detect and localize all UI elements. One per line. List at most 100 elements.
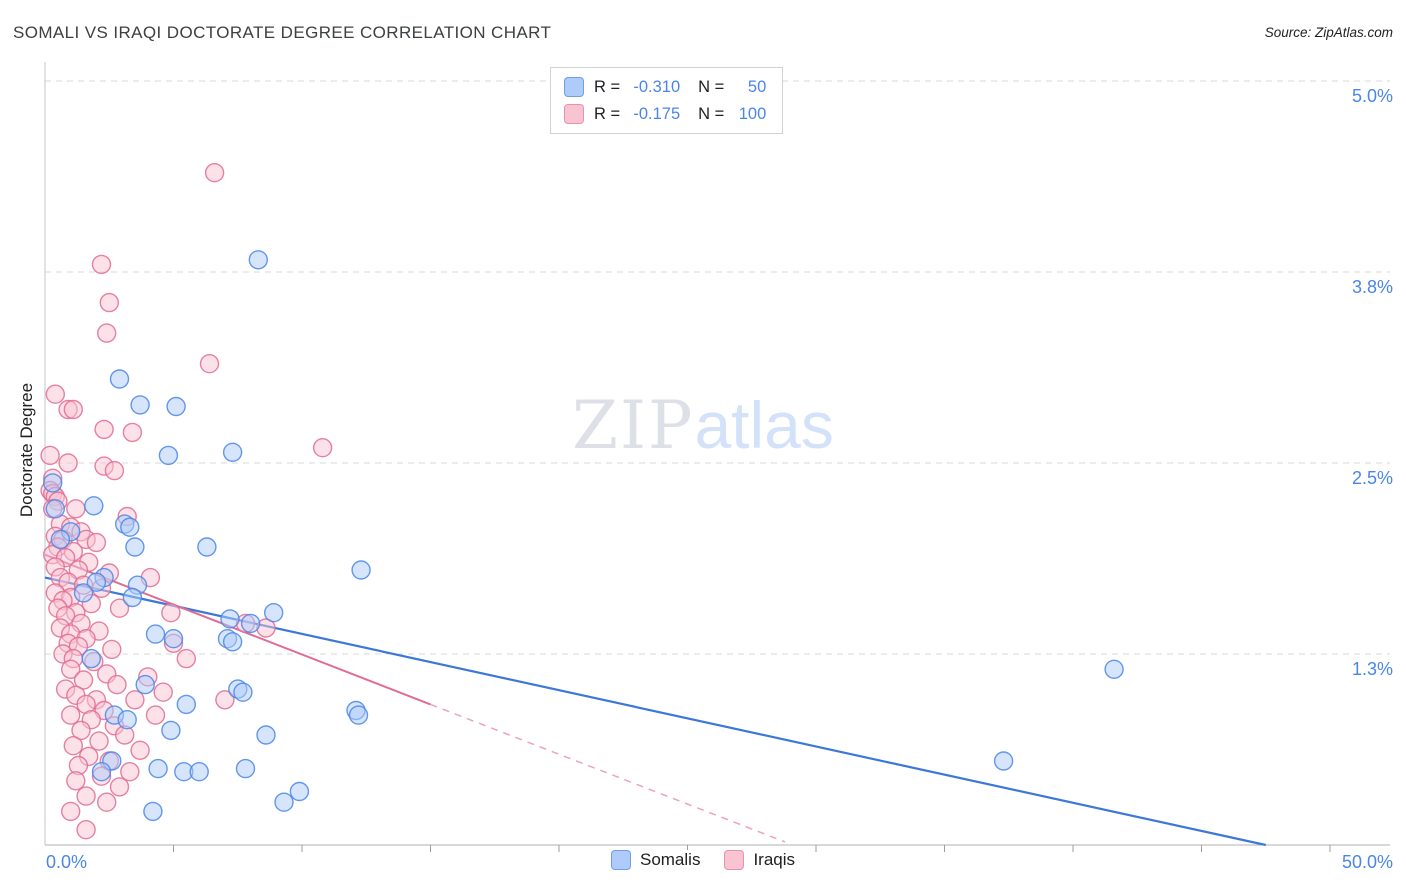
r-value-iraqis: -0.175	[633, 104, 681, 123]
data-point-iraqis	[96, 323, 117, 343]
data-point-iraqis	[60, 705, 81, 725]
data-point-somalis	[264, 603, 284, 623]
data-point-somalis	[148, 758, 168, 779]
n-value-somalis: 50	[747, 77, 767, 96]
data-point-somalis	[145, 624, 166, 644]
data-point-iraqis	[120, 762, 140, 782]
trend-line-iraqis	[430, 703, 786, 843]
data-point-iraqis	[45, 384, 65, 404]
data-point-iraqis	[40, 445, 60, 466]
page-title: SOMALI VS IRAQI DOCTORATE DEGREE CORRELA…	[13, 23, 552, 42]
x-axis-max-label: 50.0%	[1341, 852, 1393, 872]
data-point-somalis	[163, 629, 184, 649]
somalis-swatch-icon	[564, 77, 584, 97]
data-point-iraqis	[109, 777, 130, 797]
data-point-iraqis	[66, 499, 86, 519]
n-label: N =	[698, 104, 725, 123]
data-point-somalis	[351, 560, 371, 580]
data-point-somalis	[240, 613, 261, 634]
data-point-somalis	[125, 537, 145, 557]
data-point-somalis	[176, 694, 197, 715]
data-point-iraqis	[60, 659, 81, 679]
data-point-somalis	[222, 632, 243, 652]
data-point-iraqis	[76, 786, 96, 806]
data-point-iraqis	[176, 648, 197, 669]
data-point-iraqis	[89, 731, 109, 751]
series-legend-somalis-label: Somalis	[639, 850, 701, 869]
y-tick-label: 1.3%	[1352, 659, 1393, 679]
source-link[interactable]: Source: ZipAtlas.com	[1264, 25, 1393, 40]
data-point-iraqis	[199, 354, 220, 374]
data-point-somalis	[233, 682, 253, 702]
data-point-iraqis	[76, 820, 96, 840]
data-point-somalis	[50, 529, 71, 550]
data-point-iraqis	[153, 682, 173, 702]
data-point-iraqis	[130, 740, 150, 760]
data-point-iraqis	[107, 674, 127, 695]
data-point-iraqis	[60, 801, 81, 822]
series-legend: Somalis Iraqis	[604, 850, 802, 870]
data-point-iraqis	[73, 670, 94, 690]
data-point-iraqis	[94, 419, 114, 440]
data-point-iraqis	[204, 162, 225, 183]
data-point-somalis	[158, 445, 179, 466]
data-point-somalis	[81, 648, 102, 669]
data-point-somalis	[248, 250, 268, 270]
data-point-iraqis	[215, 690, 235, 710]
data-point-iraqis	[109, 598, 130, 618]
legend-row-iraqis: R = -0.175 N = 100	[564, 104, 766, 124]
data-point-somalis	[120, 517, 140, 537]
y-tick-label: 3.8%	[1352, 277, 1393, 297]
r-label: R =	[594, 104, 621, 123]
data-point-somalis	[289, 781, 310, 802]
r-value-somalis: -0.310	[633, 77, 681, 96]
data-point-somalis	[1104, 659, 1124, 679]
series-legend-iraqis: Iraqis	[724, 850, 795, 870]
n-value-iraqis: 100	[738, 104, 767, 123]
data-point-somalis	[222, 442, 243, 462]
data-point-iraqis	[161, 603, 181, 623]
data-point-somalis	[130, 395, 150, 415]
r-label: R =	[594, 77, 621, 96]
data-point-somalis	[45, 499, 65, 519]
data-point-somalis	[73, 583, 94, 603]
iraqis-swatch-icon	[724, 850, 745, 870]
data-point-somalis	[235, 758, 256, 779]
data-point-somalis	[122, 587, 143, 608]
correlation-legend: R = -0.310 N = 50 R = -0.175 N = 100	[550, 67, 784, 134]
data-point-somalis	[135, 674, 155, 695]
data-point-somalis	[109, 369, 130, 389]
data-point-somalis	[348, 705, 369, 725]
n-label: N =	[698, 77, 725, 96]
data-point-somalis	[91, 762, 112, 782]
series-legend-somalis: Somalis	[610, 850, 701, 870]
data-point-iraqis	[122, 422, 143, 443]
data-point-somalis	[84, 496, 104, 516]
data-point-iraqis	[63, 736, 84, 756]
data-point-iraqis	[91, 254, 112, 275]
data-point-iraqis	[102, 639, 122, 660]
y-tick-label: 2.5%	[1352, 468, 1393, 488]
data-point-iraqis	[86, 532, 107, 553]
series-legend-iraqis-label: Iraqis	[753, 850, 796, 869]
data-point-iraqis	[63, 399, 84, 420]
data-point-somalis	[256, 725, 276, 745]
data-point-somalis	[220, 609, 240, 629]
x-axis-min-label: 0.0%	[46, 852, 88, 872]
data-point-somalis	[274, 792, 294, 812]
data-point-iraqis	[66, 771, 86, 791]
data-point-iraqis	[58, 453, 78, 473]
data-point-somalis	[143, 801, 163, 822]
data-point-somalis	[117, 710, 137, 730]
data-point-iraqis	[96, 792, 117, 812]
data-point-iraqis	[104, 460, 125, 481]
y-tick-label: 5.0%	[1352, 86, 1393, 106]
data-point-somalis	[86, 572, 107, 592]
data-point-somalis	[166, 396, 186, 417]
data-point-somalis	[43, 473, 63, 493]
iraqis-swatch-icon	[564, 104, 584, 124]
data-point-iraqis	[145, 705, 166, 725]
data-point-iraqis	[312, 438, 333, 458]
legend-row-somalis: R = -0.310 N = 50	[564, 77, 766, 97]
